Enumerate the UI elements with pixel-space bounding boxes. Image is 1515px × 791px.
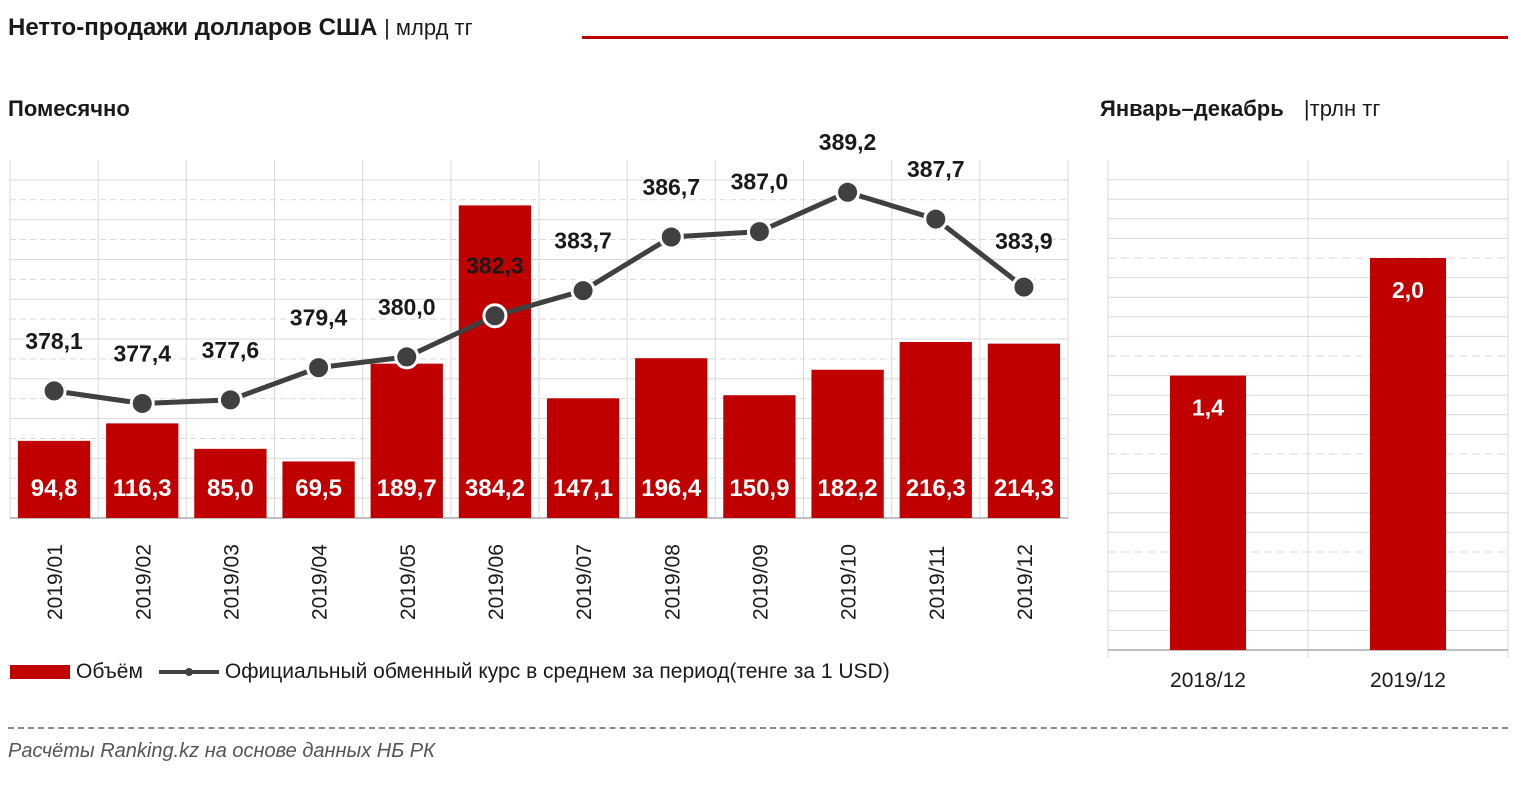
rate-point-label: 383,9	[995, 228, 1053, 254]
source-note: Расчёты Ranking.kz на основе данных НБ Р…	[8, 740, 435, 762]
monthly-bar-label: 150,9	[729, 475, 789, 502]
monthly-bar	[282, 461, 355, 518]
rate-point	[835, 179, 861, 205]
monthly-x-tick-label: 2019/10	[838, 544, 861, 620]
annual-subtitle-unit: |трлн тг	[1303, 96, 1381, 121]
rate-point	[129, 390, 155, 416]
rate-line	[53, 189, 1026, 406]
monthly-bar-label: 214,3	[994, 475, 1054, 502]
monthly-chart: 94,8 2019/01 116,3 2019/02 85,0 2019/03 69,5 20…	[9, 129, 1069, 620]
monthly-bar-label: 69,5	[295, 475, 342, 502]
rate-point-label: 387,0	[731, 169, 789, 195]
monthly-bar-label: 94,8	[31, 475, 78, 502]
chart-title: Нетто-продажи долларов США | млрд тг	[8, 14, 473, 42]
monthly-bar	[106, 423, 179, 518]
monthly-x-tick-label: 2019/05	[397, 544, 420, 620]
rate-point-label: 383,7	[554, 228, 612, 254]
footer-divider	[8, 727, 1508, 729]
rate-point	[41, 378, 67, 404]
rate-point	[570, 278, 596, 304]
monthly-x-tick-label: 2019/04	[309, 544, 332, 620]
monthly-bar	[899, 342, 972, 518]
legend-rate-label: Официальный обменный курс в среднем за п…	[224, 660, 890, 683]
monthly-bar-label: 85,0	[207, 475, 254, 502]
legend-rate-swatch	[158, 668, 219, 676]
annual-bar	[1170, 375, 1246, 650]
rate-point	[923, 206, 949, 232]
monthly-bar	[370, 363, 443, 518]
rate-point	[217, 387, 243, 413]
monthly-x-tick-label: 2019/09	[749, 544, 772, 620]
monthly-bar-label: 116,3	[113, 475, 172, 502]
monthly-subtitle: Помесячно	[8, 96, 130, 121]
legend-volume-label: Объём	[76, 660, 143, 683]
monthly-x-tick-label: 2019/06	[485, 544, 508, 620]
chart-title-text: Нетто-продажи долларов США	[8, 14, 378, 41]
chart-title-unit: | млрд тг	[384, 15, 473, 40]
rate-point	[482, 303, 508, 329]
monthly-bar	[723, 395, 796, 518]
monthly-bar	[635, 358, 708, 518]
annual-subtitle: Январь–декабрь |трлн тг	[1100, 96, 1380, 122]
rate-point	[394, 344, 420, 370]
rate-point-label: 382,3	[466, 253, 524, 279]
annual-bar	[1370, 258, 1446, 650]
rate-point-label: 378,1	[25, 328, 83, 354]
annual-subtitle-text: Январь–декабрь	[1100, 96, 1284, 121]
monthly-bar-label: 216,3	[906, 475, 966, 502]
rate-point-label: 379,4	[290, 305, 348, 331]
monthly-bar	[546, 398, 620, 518]
rate-point-label: 386,7	[642, 174, 700, 200]
rate-point	[306, 355, 332, 381]
monthly-x-tick-label: 2019/01	[44, 544, 67, 620]
rate-point	[1011, 274, 1037, 300]
monthly-bar	[811, 369, 884, 518]
monthly-bar-label: 182,2	[818, 475, 878, 502]
rate-point-label: 387,7	[907, 156, 965, 182]
rate-point-label: 377,6	[202, 337, 260, 363]
legend-volume-swatch	[10, 665, 70, 679]
annual-chart: 1,4 2018/12 2,0 2019/12	[1107, 160, 1509, 692]
monthly-bar	[194, 448, 267, 518]
rate-point-label: 377,4	[113, 340, 171, 366]
monthly-bar-label: 189,7	[377, 475, 437, 502]
monthly-x-tick-label: 2019/08	[661, 544, 684, 620]
annual-bar-label: 2,0	[1392, 277, 1424, 303]
monthly-bar	[458, 205, 532, 518]
rate-point	[658, 224, 684, 250]
monthly-bar-label: 147,1	[553, 475, 613, 502]
monthly-x-tick-label: 2019/12	[1014, 544, 1037, 620]
annual-bar-label: 1,4	[1192, 395, 1224, 421]
annual-x-tick-label: 2018/12	[1170, 669, 1246, 692]
rate-point	[746, 219, 772, 245]
rate-point-label: 389,2	[819, 129, 877, 155]
annual-x-tick-label: 2019/12	[1370, 669, 1446, 692]
monthly-bar-label: 384,2	[465, 475, 525, 502]
monthly-bar	[987, 343, 1061, 518]
monthly-x-tick-label: 2019/03	[220, 544, 243, 620]
monthly-bar	[17, 440, 91, 518]
monthly-x-tick-label: 2019/07	[573, 544, 596, 620]
title-rule	[582, 36, 1508, 39]
rate-point-label: 380,0	[378, 294, 436, 320]
monthly-bar-label: 196,4	[641, 475, 702, 502]
monthly-x-tick-label: 2019/11	[926, 546, 949, 620]
monthly-x-tick-label: 2019/02	[132, 544, 155, 620]
chart-legend: Объём Официальный обменный курс в средне…	[10, 660, 890, 684]
